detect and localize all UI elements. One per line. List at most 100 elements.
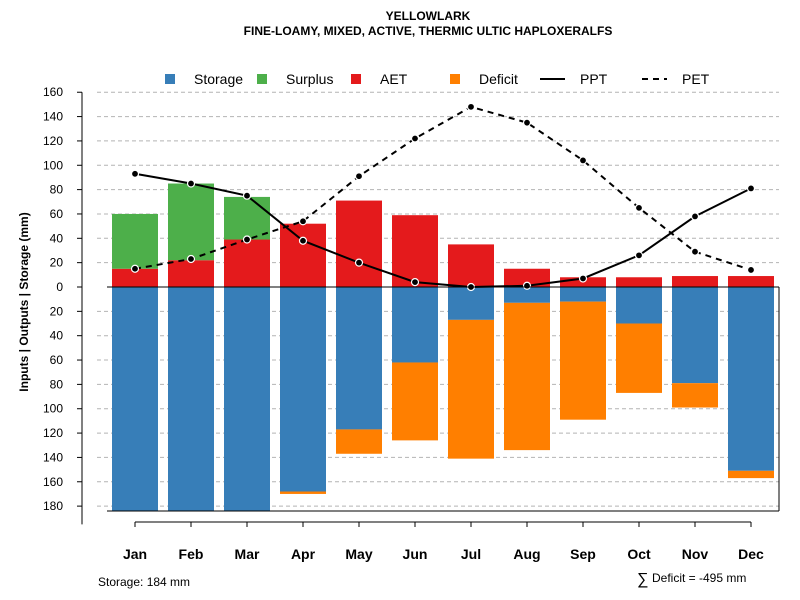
ppt-point: [298, 236, 308, 245]
axes: 160 140 120 100 80 60 40 20 0 20 40 60 80 100 120 140 16…: [43, 85, 780, 562]
deficit-bar: [504, 302, 550, 451]
deficit-bar: [728, 470, 774, 479]
pet-point: [690, 247, 700, 256]
y-tick-label: 40: [50, 329, 64, 343]
storage-bar: [448, 287, 494, 320]
legend: Storage Surplus AET Deficit PPT PET: [165, 71, 710, 87]
y-tick-label: 100: [43, 402, 63, 416]
pet-point: [522, 118, 532, 127]
legend-deficit-label: Deficit: [479, 71, 518, 87]
y-tick-label: 100: [43, 158, 63, 172]
storage-bar: [168, 287, 214, 511]
x-tick-label-mar: Mar: [235, 546, 260, 562]
bars: [112, 183, 774, 511]
pet-point: [746, 265, 756, 275]
deficit-bar: [336, 429, 382, 454]
surplus-bar: [112, 213, 158, 269]
y-tick-label: 80: [50, 183, 64, 197]
x-tick-label-jul: Jul: [461, 546, 481, 562]
x-tick-label-apr: Apr: [291, 546, 316, 562]
ppt-point: [186, 179, 196, 188]
y-tick-label: 180: [43, 499, 63, 513]
y-tick-label: 120: [43, 426, 63, 440]
aet-bar: [616, 277, 662, 287]
aet-bar: [448, 244, 494, 287]
y-tick-label: 140: [43, 450, 63, 464]
storage-footer: Storage: 184 mm: [98, 575, 190, 589]
sigma-symbol: ∑: [637, 571, 648, 588]
pet-line: [134, 105, 752, 271]
pet-point: [634, 203, 644, 212]
x-tick-label-dec: Dec: [738, 546, 764, 562]
pet-point: [186, 254, 196, 264]
legend-storage-label: Storage: [194, 71, 243, 87]
storage-bar: [224, 287, 270, 511]
pet-point: [578, 156, 588, 165]
ppt-point: [746, 184, 756, 193]
deficit-bar: [448, 319, 494, 459]
legend-storage-swatch: [165, 74, 175, 84]
ppt-point: [690, 212, 700, 221]
x-tick-label-feb: Feb: [179, 546, 204, 562]
chart-subtitle: FINE-LOAMY, MIXED, ACTIVE, THERMIC ULTIC…: [244, 24, 613, 38]
ppt-point: [242, 191, 252, 200]
pet-point: [130, 264, 140, 273]
lines: [130, 102, 756, 292]
aet-bar: [504, 268, 550, 287]
deficit-bar: [560, 301, 606, 420]
chart-title: YELLOWLARK: [386, 9, 471, 23]
storage-bar: [504, 287, 550, 303]
pet-point: [298, 217, 308, 226]
storage-bar: [672, 287, 718, 384]
y-tick-label: 0: [56, 280, 63, 294]
x-tick-label-aug: Aug: [513, 546, 540, 562]
deficit-footer: Deficit = -495 mm: [652, 571, 746, 585]
ppt-point: [354, 258, 364, 267]
legend-aet-swatch: [351, 74, 361, 84]
ppt-line: [134, 172, 752, 289]
aet-bar: [168, 260, 214, 287]
y-tick-label: 120: [43, 134, 63, 148]
legend-deficit-swatch: [450, 74, 460, 84]
storage-bar: [112, 287, 158, 511]
aet-bar: [280, 223, 326, 287]
y-tick-label: 40: [50, 231, 64, 245]
aet-bar: [336, 200, 382, 287]
storage-bar: [616, 287, 662, 324]
legend-surplus-swatch: [257, 74, 267, 84]
ppt-point: [634, 251, 644, 260]
x-tick-label-nov: Nov: [682, 546, 709, 562]
surplus-bar: [224, 196, 270, 240]
x-tick-label-oct: Oct: [627, 546, 651, 562]
storage-bar: [280, 287, 326, 492]
y-tick-label: 60: [50, 207, 64, 221]
aet-bar: [392, 215, 438, 287]
x-tick-label-jan: Jan: [123, 546, 147, 562]
storage-bar: [336, 287, 382, 430]
ppt-point: [130, 169, 140, 178]
ppt-point: [578, 274, 588, 283]
x-tick-label-sep: Sep: [570, 546, 596, 562]
pet-point: [466, 102, 476, 111]
y-tick-label: 80: [50, 377, 64, 391]
aet-bar: [224, 239, 270, 287]
storage-bar: [728, 287, 774, 471]
aet-bar: [112, 268, 158, 287]
legend-surplus-label: Surplus: [286, 71, 333, 87]
pet-point: [354, 172, 364, 181]
y-tick-label: 140: [43, 110, 63, 124]
legend-ppt-label: PPT: [580, 71, 608, 87]
surplus-bar: [168, 183, 214, 261]
storage-bar: [392, 287, 438, 363]
deficit-bar: [280, 491, 326, 494]
deficit-bar: [392, 362, 438, 441]
y-tick-label: 20: [50, 304, 64, 318]
y-axis-label: Inputs | Outputs | Storage (mm): [17, 212, 31, 391]
legend-aet-label: AET: [380, 71, 408, 87]
aet-bar: [672, 276, 718, 287]
ppt-point: [410, 278, 420, 287]
y-tick-label: 160: [43, 85, 63, 99]
aet-bar: [728, 276, 774, 287]
x-tick-label-jun: Jun: [403, 546, 428, 562]
